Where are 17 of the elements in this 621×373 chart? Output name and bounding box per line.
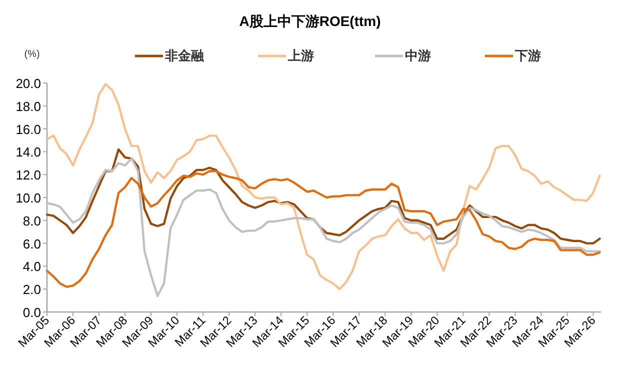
y-tick-label: 16.0 bbox=[16, 122, 41, 137]
legend-label: 非金融 bbox=[164, 48, 205, 63]
y-tick-label: 2.0 bbox=[22, 282, 41, 298]
legend-label: 上游 bbox=[287, 48, 314, 63]
legend-label: 下游 bbox=[514, 48, 541, 63]
y-tick-label: 8.0 bbox=[22, 213, 41, 228]
y-tick-label: 4.0 bbox=[22, 259, 41, 274]
y-tick-label: 10.0 bbox=[16, 190, 41, 206]
y-tick-label: 6.0 bbox=[22, 236, 41, 252]
legend-label: 中游 bbox=[405, 48, 431, 63]
y-tick-label: 12.0 bbox=[16, 168, 41, 183]
y-tick-label: 14.0 bbox=[16, 144, 41, 160]
y-tick-label: 0.0 bbox=[22, 305, 41, 320]
y-tick-label: 20.0 bbox=[16, 76, 41, 91]
y-tick-label: 18.0 bbox=[16, 98, 41, 114]
y-axis-title: (%) bbox=[24, 49, 40, 60]
chart-title: A股上中下游ROE(ttm) bbox=[239, 13, 381, 29]
